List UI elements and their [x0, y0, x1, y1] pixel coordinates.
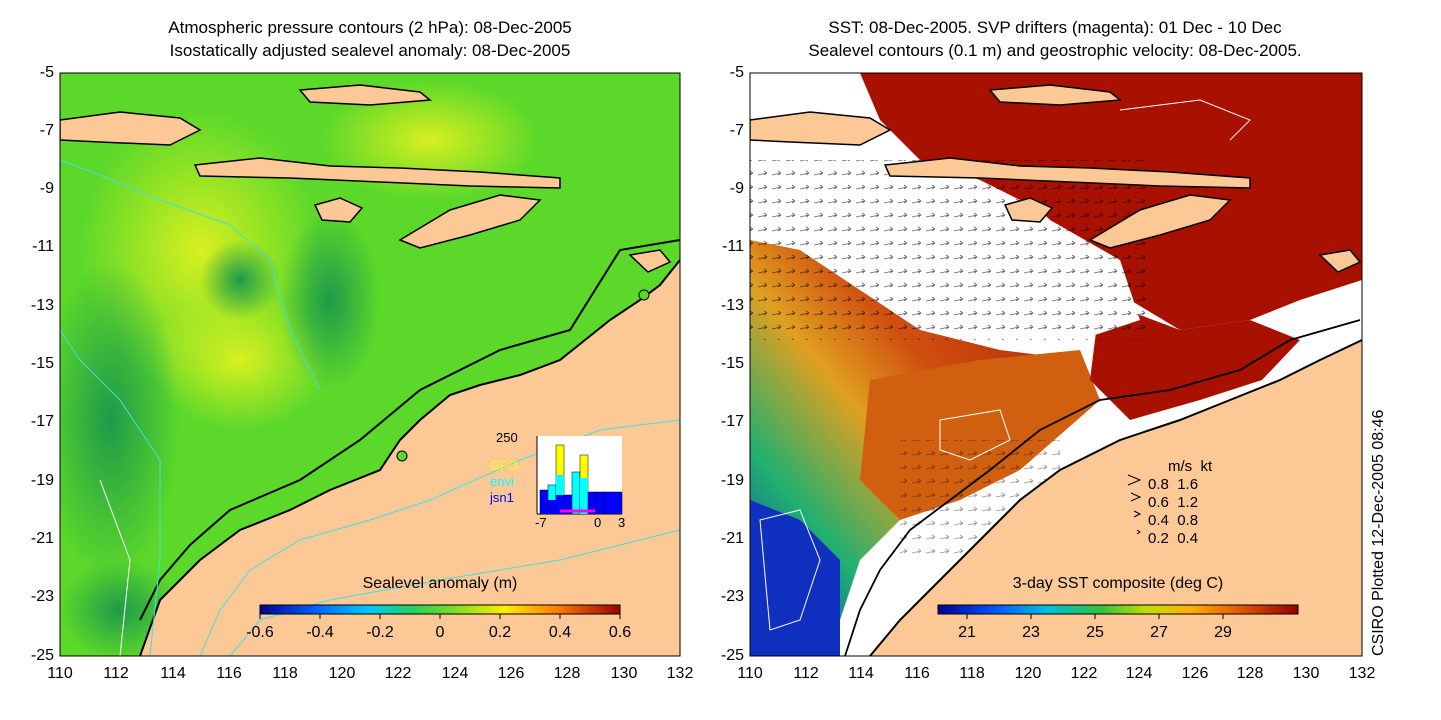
right-frame: [749, 72, 1363, 657]
left-title-line1: Atmospheric pressure contours (2 hPa): 0…: [168, 18, 572, 37]
velocity-ms-2: 0.4: [1148, 512, 1169, 529]
inset-xtick-zero: 0: [594, 515, 602, 530]
velocity-ms-3: 0.2: [1148, 530, 1169, 547]
velocity-kt-3: 0.4: [1177, 530, 1199, 547]
sealevel-colorbar-label: Sealevel anomaly (m): [362, 575, 518, 592]
velocity-header-ms: m/s: [1168, 458, 1193, 475]
velocity-kt-1: 1.2: [1177, 494, 1199, 511]
velocity-ms-0: 0.8: [1148, 476, 1169, 493]
right-title-line2: Sealevel contours (0.1 m) and geostrophi…: [808, 41, 1302, 60]
inset-xtick-max: 3: [618, 515, 626, 530]
velocity-ms-1: 0.6: [1148, 494, 1169, 511]
velocity-legend: m/s kt 0.8 1.6 0.6 1.2 0.4 0.8 0.2 0.4: [1146, 458, 1212, 548]
velocity-header-kt: kt: [1200, 458, 1213, 475]
sst-map: [750, 73, 1362, 656]
sst-colorbar-label: 3-day SST composite (deg C): [1012, 575, 1224, 592]
velocity-legend-arrows: [1127, 474, 1142, 535]
velocity-kt-0: 1.6: [1177, 476, 1199, 493]
left-frame: [59, 72, 681, 657]
left-title-line2: Isostatically adjusted sealevel anomaly:…: [169, 41, 571, 60]
inset-ymax-label: 250: [496, 430, 518, 445]
inset-legend-gfo: GFO: [490, 458, 519, 473]
sst-colorbar: [937, 604, 1299, 615]
right-title-line1: SST: 08-Dec-2005. SVP drifters (magenta)…: [828, 18, 1282, 37]
inset-legend-jsn1: jsn1: [490, 490, 514, 505]
inset-legend-envi: envi: [490, 474, 514, 489]
velocity-kt-2: 0.8: [1177, 512, 1199, 529]
altimeter-inset: [536, 436, 623, 515]
sealevel-colorbar: [259, 604, 621, 615]
inset-xtick-min: -7: [535, 515, 547, 530]
sealevel-map: [60, 73, 680, 656]
credit-label: CSIRO Plotted 12-Dec-2005 08:46: [1370, 409, 1387, 656]
